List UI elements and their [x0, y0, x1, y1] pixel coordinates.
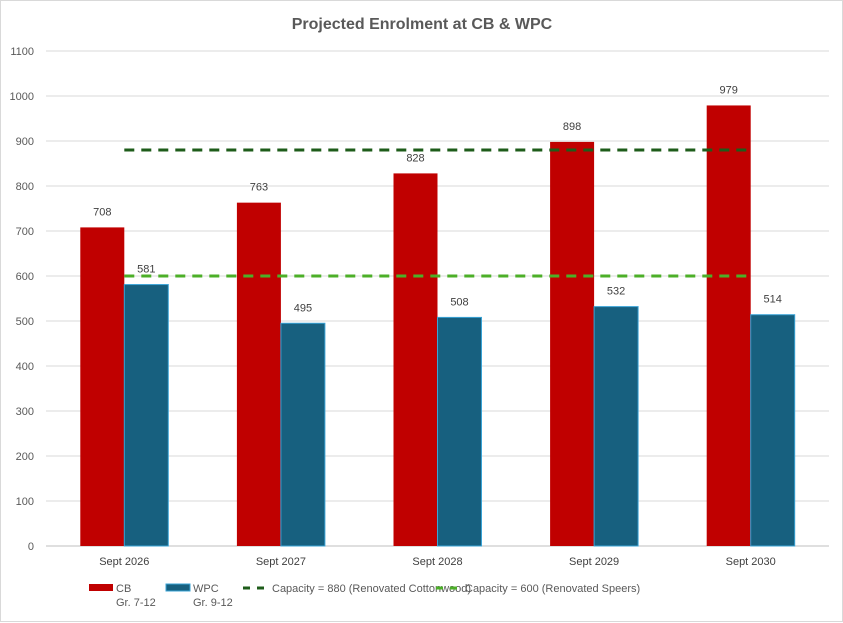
y-tick-label: 0 — [28, 541, 34, 553]
y-tick-label: 1000 — [10, 91, 34, 103]
y-tick-label: 700 — [16, 226, 34, 238]
legend-label-cb: CB — [116, 583, 131, 595]
y-tick-label: 200 — [16, 451, 34, 463]
bar-wpc — [437, 316, 482, 547]
bar-wpc — [593, 306, 639, 547]
legend-swatch-wpc — [165, 583, 191, 592]
data-label: 508 — [450, 296, 468, 308]
legend-label-wpc: WPC — [193, 583, 219, 595]
data-label: 828 — [406, 152, 424, 164]
bar-cb — [393, 173, 438, 546]
y-tick-label: 100 — [16, 496, 34, 508]
x-tick-label: Sept 2029 — [569, 556, 619, 568]
bar-wpc — [750, 314, 796, 547]
y-tick-label: 800 — [16, 181, 34, 193]
data-label: 581 — [137, 264, 155, 276]
data-label: 532 — [607, 286, 625, 298]
bar-cb — [550, 141, 595, 546]
y-tick-label: 400 — [16, 361, 34, 373]
bar-wpc — [280, 322, 326, 547]
x-tick-label: Sept 2027 — [256, 556, 306, 568]
y-tick-label: 300 — [16, 406, 34, 418]
legend-swatch-cb — [89, 584, 113, 591]
data-label: 898 — [563, 121, 581, 133]
legend-label-wpc-line2: Gr. 9-12 — [193, 597, 233, 609]
x-tick-label: Sept 2028 — [412, 556, 462, 568]
x-tick-label: Sept 2026 — [99, 556, 149, 568]
data-label: 495 — [294, 302, 312, 314]
bar-cb — [706, 105, 751, 546]
y-tick-label: 500 — [16, 316, 34, 328]
bar-cb — [236, 202, 281, 546]
data-label: 979 — [720, 84, 738, 96]
legend-label-capacity: Capacity = 880 (Renovated Cottonwood) — [272, 583, 471, 595]
y-tick-label: 900 — [16, 136, 34, 148]
data-label: 708 — [93, 206, 111, 218]
legend-label-cb-line2: Gr. 7-12 — [116, 597, 156, 609]
bar-wpc — [123, 284, 169, 547]
bar-cb — [80, 227, 125, 546]
data-label: 763 — [250, 182, 268, 194]
chart-title: Projected Enrolment at CB & WPC — [292, 16, 553, 33]
y-tick-label: 1100 — [10, 46, 34, 58]
y-tick-label: 600 — [16, 271, 34, 283]
data-label: 514 — [764, 294, 782, 306]
x-tick-label: Sept 2030 — [726, 556, 776, 568]
legend-label-capacity: Capacity = 600 (Renovated Speers) — [465, 583, 640, 595]
